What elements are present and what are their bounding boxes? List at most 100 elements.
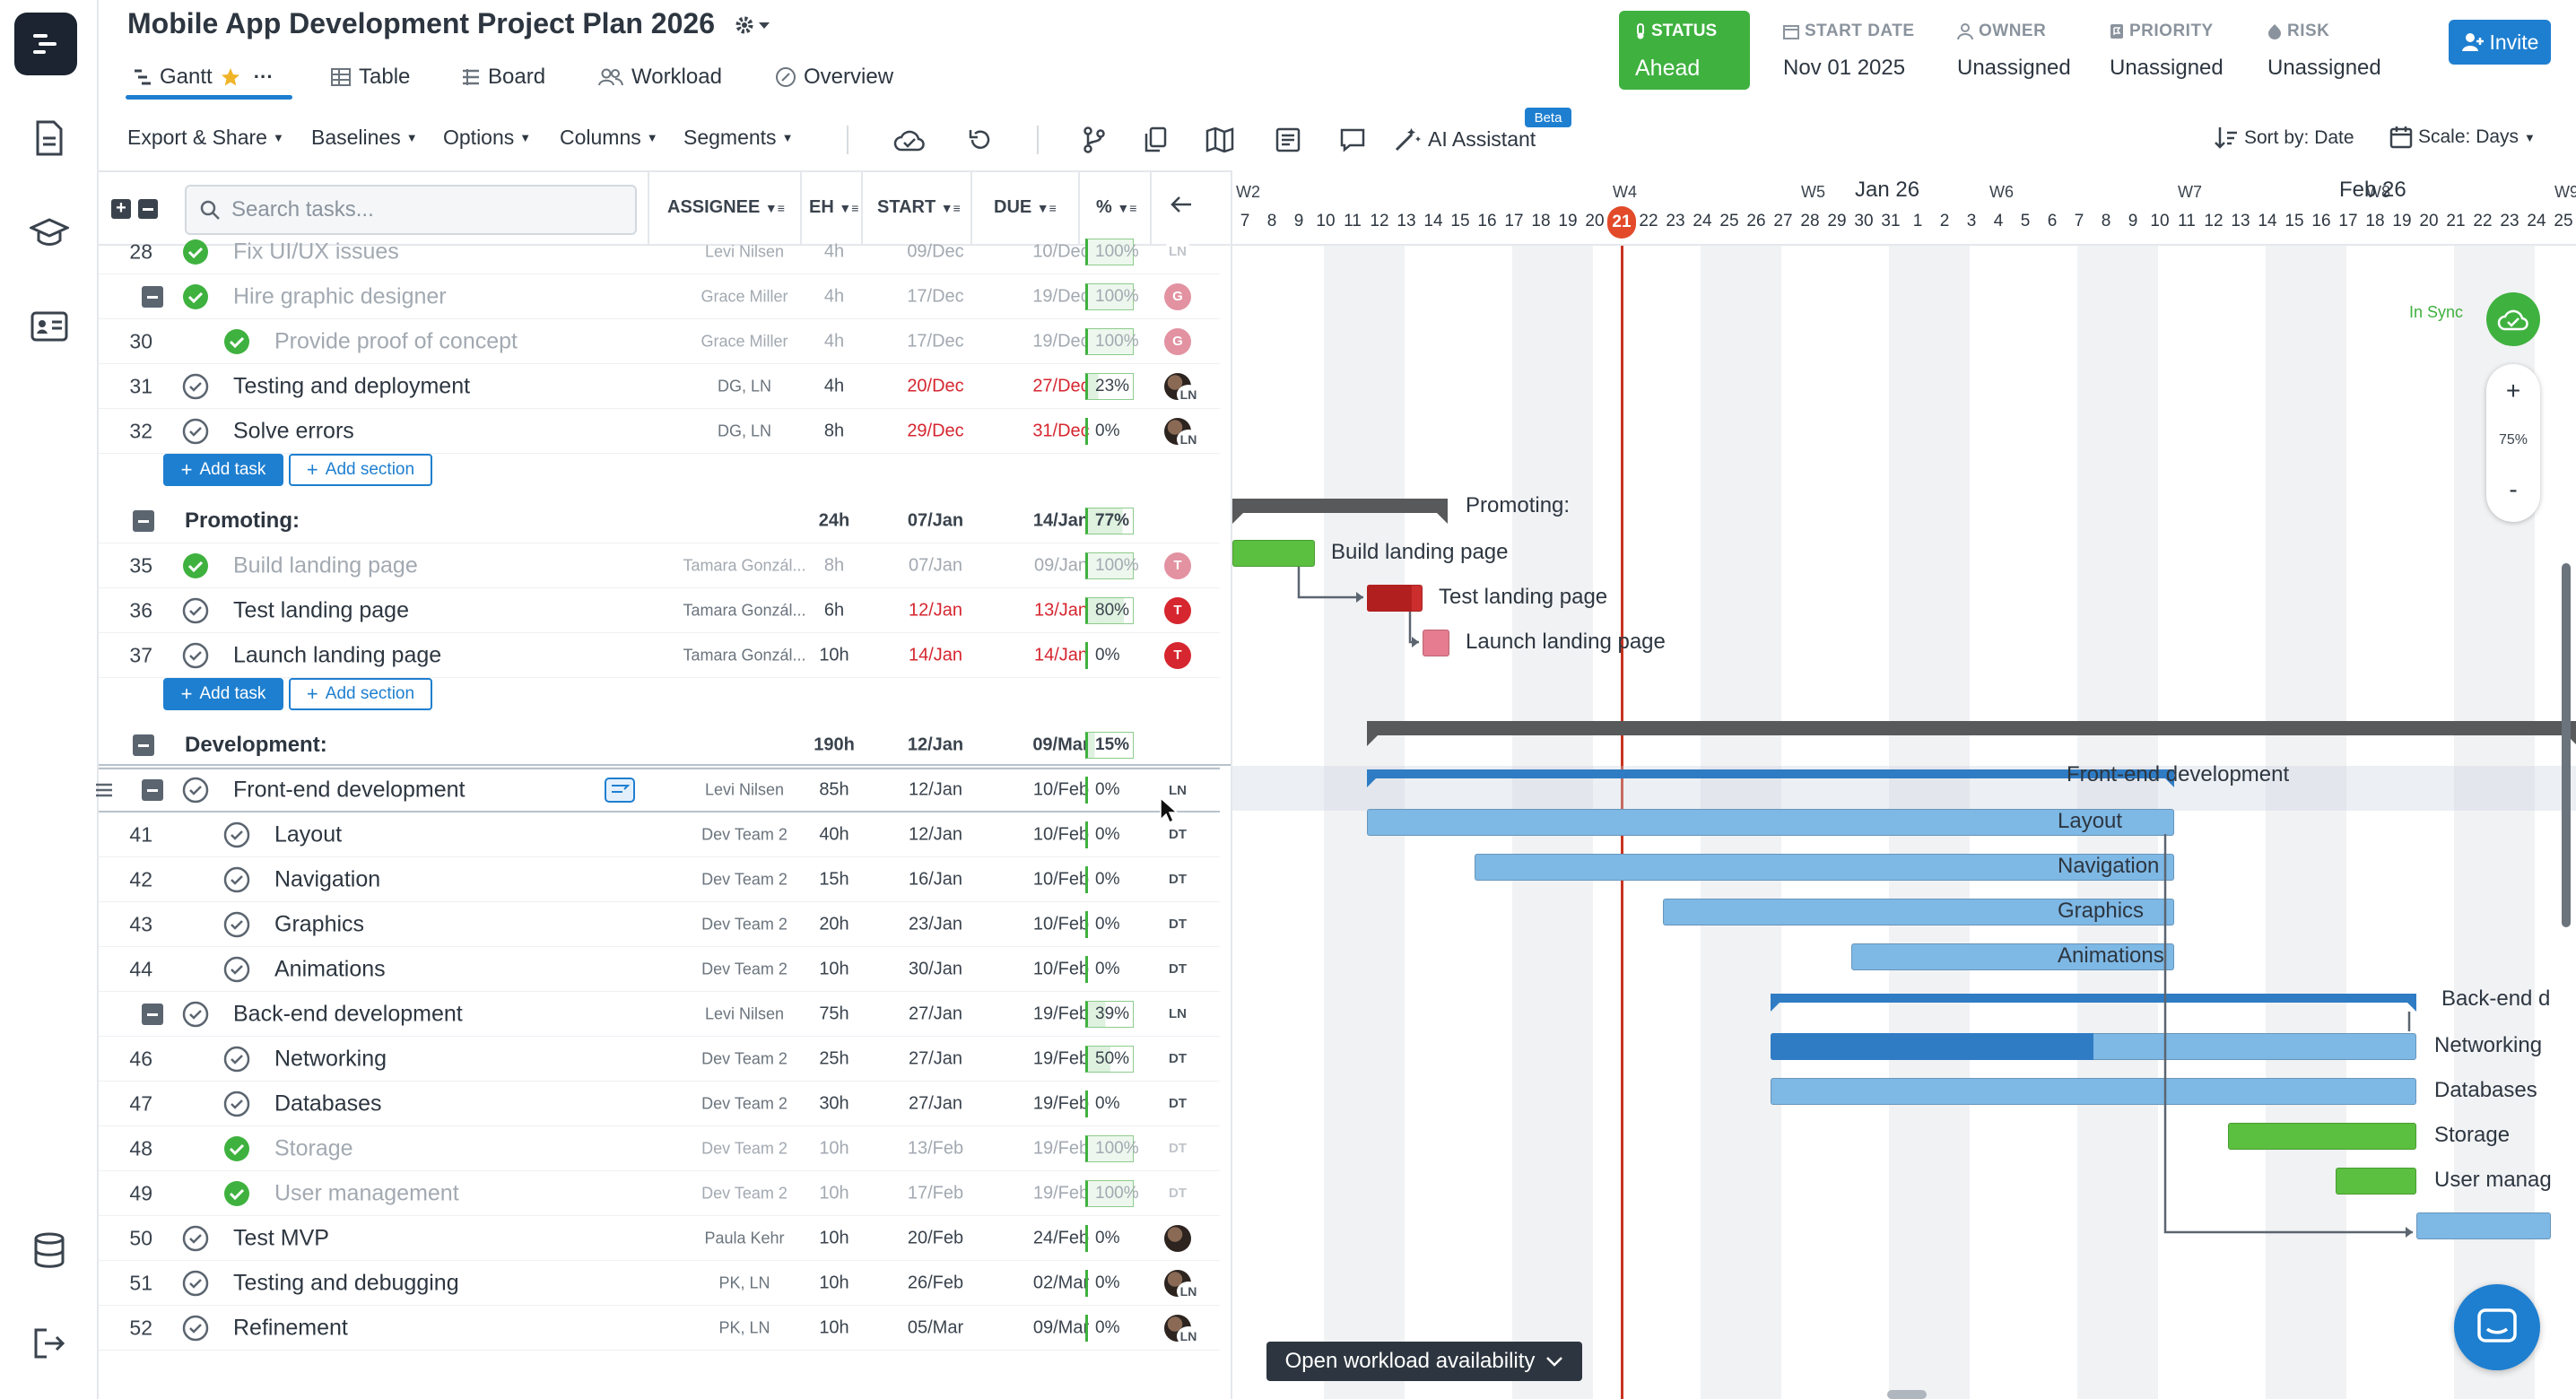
cloud-sync-icon[interactable] bbox=[892, 122, 927, 158]
table-row[interactable]: 48 Storage Dev Team 2 10h 13/Feb 19/Feb 100% DT bbox=[99, 1126, 1220, 1171]
table-row[interactable]: 43 Graphics Dev Team 2 20h 23/Jan 10/Feb 0% DT bbox=[99, 902, 1220, 947]
start-date[interactable]: 17/Dec bbox=[907, 286, 964, 306]
estimated-hours[interactable]: 10h bbox=[819, 1183, 849, 1203]
checkbox-icon[interactable] bbox=[181, 1224, 210, 1253]
due-date[interactable]: 19/Feb bbox=[1032, 1048, 1090, 1068]
table-row[interactable]: 37 Launch landing page Tamara Gonzál... 10h… bbox=[99, 633, 1220, 678]
assignee-cell[interactable]: Levi Nilsen bbox=[704, 780, 785, 799]
checkbox-icon[interactable] bbox=[222, 821, 251, 849]
due-date[interactable]: 19/Feb bbox=[1032, 1138, 1090, 1158]
task-bar[interactable] bbox=[1423, 630, 1449, 656]
tab-gantt[interactable]: Gantt ··· bbox=[133, 65, 274, 90]
tab-table[interactable]: Table bbox=[330, 65, 410, 90]
checkbox-icon[interactable] bbox=[181, 641, 210, 670]
table-row[interactable]: 44 Animations Dev Team 2 10h 30/Jan 10/Feb 0% D… bbox=[99, 947, 1220, 992]
task-name[interactable]: Front-end development bbox=[233, 777, 466, 803]
scale-menu[interactable]: Scale: Days ▼ bbox=[2389, 126, 2536, 149]
assignee-cell[interactable]: Paula Kehr bbox=[704, 1229, 785, 1247]
checkbox-icon[interactable] bbox=[181, 417, 210, 446]
checkbox-icon[interactable] bbox=[181, 1314, 210, 1343]
tab-overview[interactable]: Overview bbox=[775, 65, 893, 90]
task-name[interactable]: Storage bbox=[274, 1135, 353, 1160]
completed-check-icon[interactable] bbox=[222, 327, 251, 356]
percent-complete[interactable]: 77% bbox=[1085, 507, 1134, 534]
add-task-button[interactable]: + Add task bbox=[163, 678, 283, 710]
table-row[interactable]: 46 Networking Dev Team 2 25h 27/Jan 19/Feb 50%… bbox=[99, 1037, 1220, 1082]
more-icon[interactable]: ··· bbox=[253, 65, 274, 88]
task-name[interactable]: Databases bbox=[274, 1091, 382, 1116]
summary-bar[interactable] bbox=[1367, 721, 2576, 735]
due-date[interactable]: 31/Dec bbox=[1032, 421, 1090, 440]
start-date[interactable]: 12/Jan bbox=[908, 824, 963, 844]
database-icon[interactable] bbox=[24, 1225, 74, 1275]
logout-icon[interactable] bbox=[24, 1318, 74, 1369]
due-date[interactable]: 14/Jan bbox=[1032, 510, 1090, 530]
task-name[interactable]: Test landing page bbox=[233, 597, 409, 622]
due-date[interactable]: 27/Dec bbox=[1032, 376, 1090, 395]
assignee-cell[interactable]: Tamara Gonzál... bbox=[683, 601, 806, 619]
workload-availability-button[interactable]: Open workload availability bbox=[1266, 1342, 1582, 1381]
due-date[interactable]: 19/Dec bbox=[1032, 331, 1090, 351]
comment-icon[interactable] bbox=[1335, 122, 1371, 158]
checkbox-icon[interactable] bbox=[222, 955, 251, 984]
percent-complete[interactable]: 100% bbox=[1085, 1134, 1139, 1162]
start-date[interactable]: 09/Dec bbox=[907, 241, 964, 261]
start-date[interactable]: 05/Mar bbox=[907, 1317, 964, 1337]
column-header-start[interactable]: START ▼≡ bbox=[877, 197, 961, 218]
due-date[interactable]: 10/Feb bbox=[1032, 914, 1090, 934]
table-row[interactable]: 51 Testing and debugging PK, LN 10h 26/Feb 02… bbox=[99, 1261, 1220, 1306]
checkbox-icon[interactable] bbox=[181, 372, 210, 401]
collapse-task-icon[interactable] bbox=[142, 1003, 163, 1025]
estimated-hours[interactable]: 15h bbox=[819, 869, 849, 889]
table-row[interactable]: 28 Fix UI/UX issues Levi Nilsen 4h 09/Dec 10/… bbox=[99, 230, 1220, 274]
task-name[interactable]: Navigation bbox=[274, 866, 381, 891]
task-name[interactable]: Testing and debugging bbox=[233, 1270, 459, 1295]
avatar[interactable]: DT bbox=[1164, 865, 1191, 893]
avatar[interactable]: G bbox=[1164, 282, 1191, 310]
avatar[interactable]: DT bbox=[1164, 1090, 1191, 1117]
task-bar[interactable] bbox=[1851, 943, 2174, 970]
add-task-button[interactable]: + Add task bbox=[163, 454, 283, 486]
avatar[interactable]: T bbox=[1164, 552, 1191, 579]
percent-complete[interactable]: 100% bbox=[1085, 282, 1139, 310]
start-date[interactable]: 13/Feb bbox=[907, 1138, 964, 1158]
table-row[interactable]: 41 Layout Dev Team 2 40h 12/Jan 10/Feb 0% DT bbox=[99, 812, 1220, 857]
estimated-hours[interactable]: 8h bbox=[823, 555, 845, 575]
avatar[interactable]: G bbox=[1164, 327, 1191, 355]
checkbox-icon[interactable] bbox=[181, 1269, 210, 1298]
percent-complete[interactable]: 80% bbox=[1085, 596, 1134, 624]
percent-complete[interactable]: 15% bbox=[1085, 731, 1134, 759]
percent-complete[interactable]: 50% bbox=[1085, 1045, 1134, 1073]
table-row[interactable]: 50 Test MVP Paula Kehr 10h 20/Feb 24/Feb 0% bbox=[99, 1216, 1220, 1261]
due-date[interactable]: 19/Feb bbox=[1032, 1093, 1090, 1113]
percent-complete[interactable]: 0% bbox=[1085, 1224, 1134, 1252]
start-date[interactable]: 26/Feb bbox=[907, 1273, 964, 1292]
due-date[interactable]: 02/Mar bbox=[1032, 1273, 1090, 1292]
start-date[interactable]: 27/Jan bbox=[908, 1093, 963, 1113]
percent-complete[interactable]: 100% bbox=[1085, 1179, 1139, 1207]
task-name[interactable]: Layout bbox=[274, 821, 343, 847]
column-header-assignee[interactable]: ASSIGNEE ▼≡ bbox=[667, 197, 785, 218]
task-name[interactable]: Provide proof of concept bbox=[274, 328, 518, 353]
star-icon[interactable] bbox=[220, 66, 241, 88]
percent-complete[interactable]: 23% bbox=[1085, 372, 1134, 400]
estimated-hours[interactable]: 4h bbox=[823, 286, 845, 306]
collapse-task-icon[interactable] bbox=[142, 285, 163, 308]
project-settings-icon[interactable] bbox=[734, 13, 775, 38]
table-row[interactable]: Front-end development Levi Nilsen 85h 12/Ja… bbox=[96, 768, 1220, 812]
start-date[interactable]: 27/Jan bbox=[908, 1004, 963, 1023]
group-bar[interactable] bbox=[1771, 994, 2416, 1003]
checkbox-icon[interactable] bbox=[181, 776, 210, 804]
map-icon[interactable] bbox=[1202, 122, 1238, 158]
estimated-hours[interactable]: 6h bbox=[823, 600, 845, 620]
add-section-button[interactable]: + Add section bbox=[289, 678, 432, 710]
column-header-due[interactable]: DUE ▼≡ bbox=[994, 197, 1057, 218]
task-name[interactable]: Back-end development bbox=[233, 1001, 463, 1026]
assignee-cell[interactable]: DG, LN bbox=[717, 377, 771, 395]
horizontal-scrollbar[interactable] bbox=[1887, 1390, 1927, 1399]
collapse-section-icon[interactable] bbox=[133, 734, 154, 756]
owner-value[interactable]: Unassigned bbox=[1957, 56, 2071, 80]
checkbox-icon[interactable] bbox=[222, 1045, 251, 1073]
start-date[interactable]: 14/Jan bbox=[908, 645, 963, 665]
cloud-sync-button[interactable] bbox=[2486, 292, 2540, 346]
